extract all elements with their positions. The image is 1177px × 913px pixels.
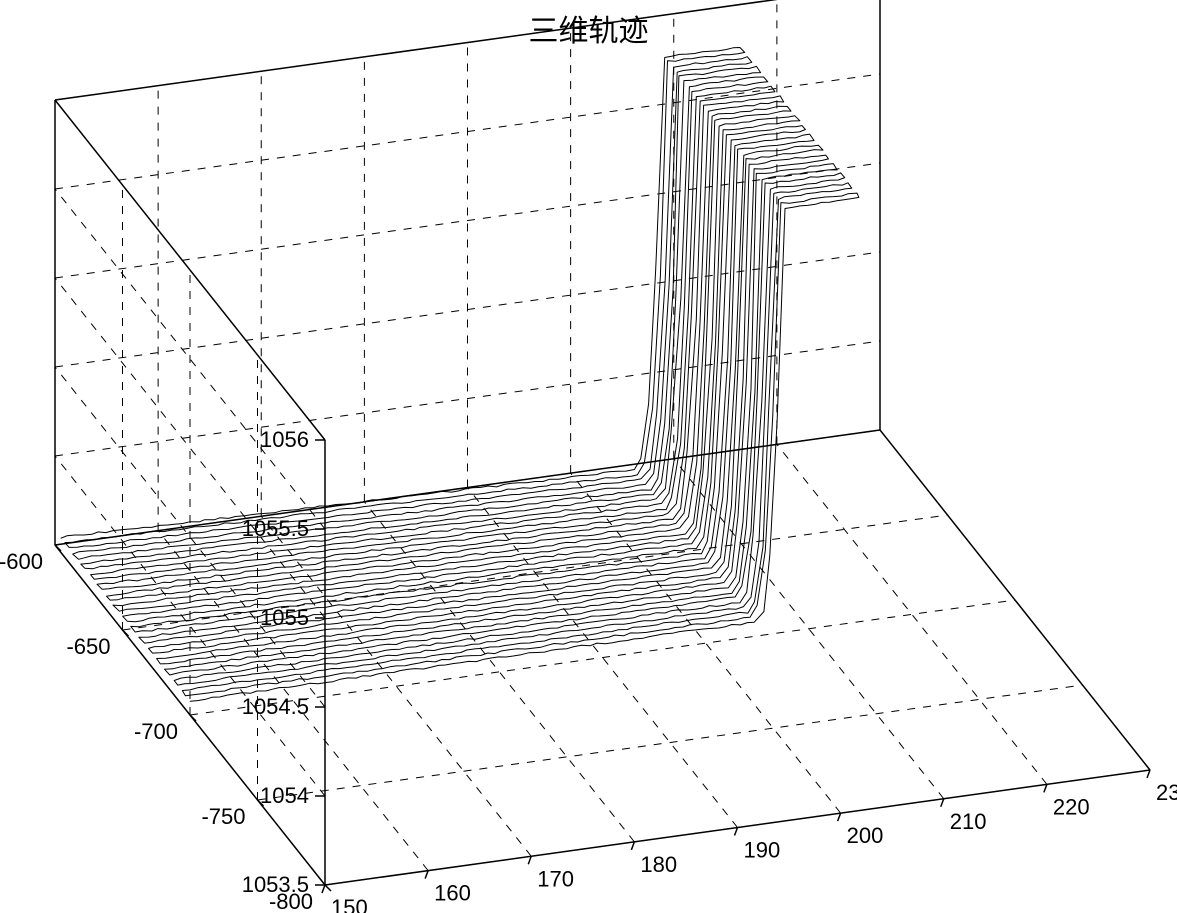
svg-text:160: 160	[434, 881, 471, 906]
svg-text:220: 220	[1053, 794, 1090, 819]
svg-text:1056: 1056	[260, 427, 309, 452]
plot-3d: 150160170180190200210220230-800-750-700-…	[0, 0, 1177, 913]
svg-text:-700: -700	[134, 719, 178, 744]
svg-text:180: 180	[640, 852, 677, 877]
svg-text:1053.5: 1053.5	[242, 872, 309, 897]
svg-text:1054.5: 1054.5	[242, 694, 309, 719]
svg-text:170: 170	[537, 866, 574, 891]
svg-text:150: 150	[331, 895, 368, 913]
svg-text:200: 200	[847, 823, 884, 848]
svg-text:190: 190	[744, 838, 781, 863]
plot-title: 三维轨迹	[0, 6, 1177, 50]
svg-text:-650: -650	[66, 634, 110, 659]
svg-text:-750: -750	[201, 804, 245, 829]
svg-text:1054: 1054	[260, 783, 309, 808]
svg-text:230: 230	[1156, 780, 1177, 805]
svg-text:-600: -600	[0, 549, 43, 574]
svg-text:210: 210	[950, 809, 987, 834]
